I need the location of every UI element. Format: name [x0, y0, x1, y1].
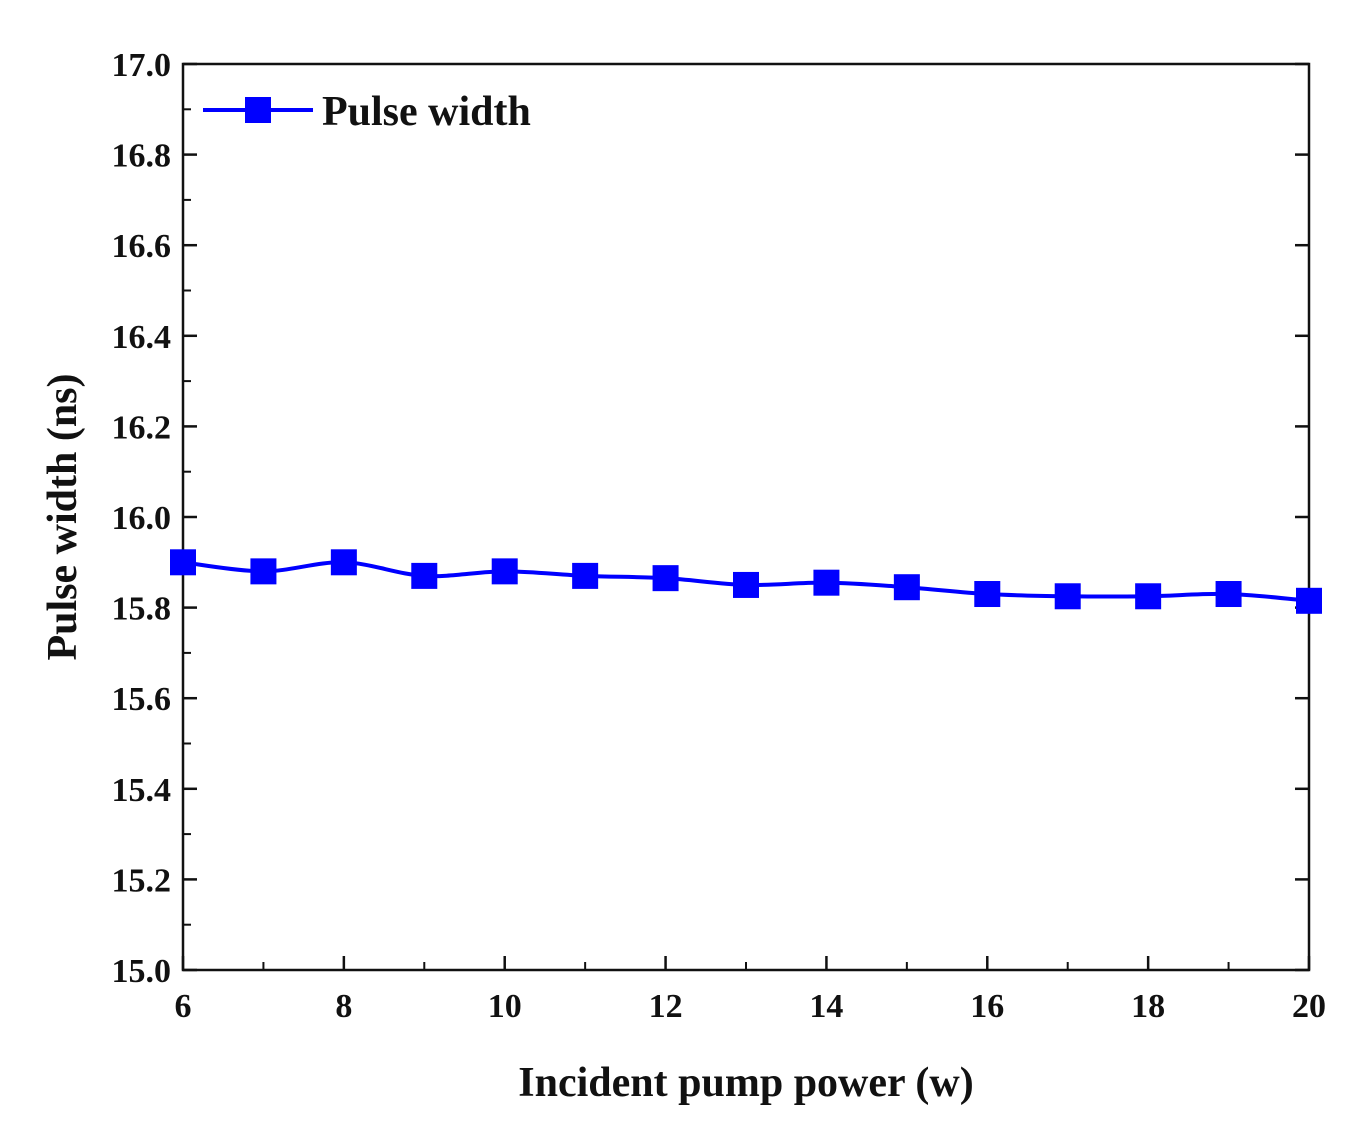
y-tick-label: 16.4: [112, 319, 172, 356]
x-tick-label: 6: [175, 988, 192, 1025]
y-axis-title: Pulse width (ns): [40, 373, 86, 660]
y-tick-label: 15.8: [112, 591, 172, 628]
legend-marker: [245, 97, 271, 123]
series-markers: [170, 549, 1322, 614]
x-tick-label: 10: [488, 988, 522, 1025]
plot-frame: [181, 62, 1311, 972]
x-tick-label: 18: [1131, 988, 1165, 1025]
data-point-marker: [330, 549, 357, 576]
y-tick-label: 16.6: [112, 228, 172, 265]
data-point-marker: [1296, 587, 1322, 614]
data-point-marker: [893, 574, 920, 601]
data-point-marker: [170, 549, 196, 576]
legend-label: Pulse width: [322, 89, 531, 135]
x-tick-label: 8: [335, 988, 352, 1025]
x-tick-label: 14: [809, 988, 843, 1025]
data-point-marker: [1215, 581, 1242, 608]
x-tick-label: 20: [1292, 988, 1326, 1025]
data-point-marker: [491, 558, 518, 585]
data-point-marker: [974, 581, 1001, 608]
data-point-marker: [572, 562, 599, 589]
y-tick-label: 15.0: [112, 953, 172, 990]
data-point-marker: [1135, 583, 1162, 610]
data-point-marker: [813, 569, 840, 596]
legend: Pulse width: [203, 89, 531, 135]
x-tick-label: 12: [649, 988, 683, 1025]
data-point-marker: [733, 571, 759, 598]
y-tick-label: 16.0: [112, 500, 172, 537]
x-axis-title: Incident pump power (w): [518, 1060, 973, 1106]
data-point-marker: [411, 562, 438, 589]
y-axis: 15.0 15.2 15.4 15.6 15.8 16.0 16.2 16.4 16.6 16.8…: [112, 47, 1309, 990]
data-point-marker: [1054, 583, 1081, 610]
x-axis: 6 8 10 12 14 16 18 20: [175, 956, 1326, 1025]
data-point-marker: [250, 558, 277, 585]
y-tick-label: 15.4: [112, 772, 172, 809]
data-point-marker: [652, 565, 679, 592]
x-tick-label: 16: [970, 988, 1004, 1025]
y-tick-label: 17.0: [112, 47, 172, 84]
y-tick-label: 16.8: [112, 138, 172, 175]
y-tick-label: 16.2: [112, 409, 172, 446]
y-tick-label: 15.6: [112, 681, 172, 718]
y-tick-label: 15.2: [112, 862, 172, 899]
